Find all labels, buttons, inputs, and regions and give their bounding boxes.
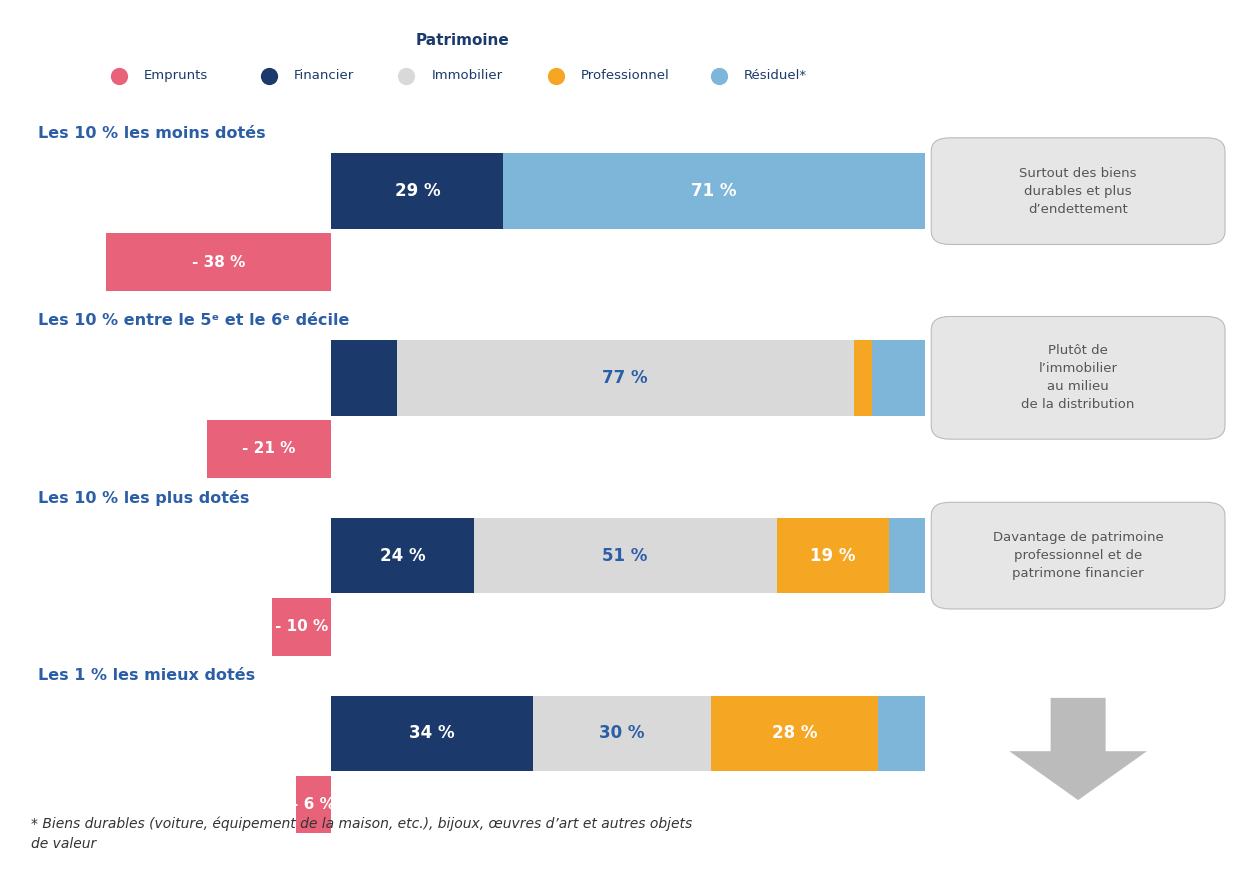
FancyBboxPatch shape xyxy=(474,517,776,594)
Text: Professionnel: Professionnel xyxy=(581,69,670,82)
FancyBboxPatch shape xyxy=(206,420,331,477)
FancyBboxPatch shape xyxy=(931,502,1225,609)
Text: Davantage de patrimoine
professionnel et de
patrimone financier: Davantage de patrimoine professionnel et… xyxy=(992,531,1164,581)
Text: 34 %: 34 % xyxy=(410,725,455,742)
Text: Les 10 % les moins dotés: Les 10 % les moins dotés xyxy=(38,126,265,140)
Text: Plutôt de
l’immobilier
au milieu
de la distribution: Plutôt de l’immobilier au milieu de la d… xyxy=(1021,344,1135,412)
FancyBboxPatch shape xyxy=(776,517,890,594)
FancyBboxPatch shape xyxy=(931,138,1225,244)
FancyBboxPatch shape xyxy=(331,340,396,415)
Point xyxy=(396,68,416,83)
Text: Résiduel*: Résiduel* xyxy=(744,69,808,82)
Text: Immobilier: Immobilier xyxy=(431,69,502,82)
Text: - 6 %: - 6 % xyxy=(292,797,335,812)
Text: Les 10 % entre le 5ᵉ et le 6ᵉ décile: Les 10 % entre le 5ᵉ et le 6ᵉ décile xyxy=(38,313,349,327)
Text: - 10 %: - 10 % xyxy=(275,620,329,634)
FancyBboxPatch shape xyxy=(272,597,331,655)
FancyBboxPatch shape xyxy=(331,153,504,228)
FancyBboxPatch shape xyxy=(331,517,474,594)
FancyBboxPatch shape xyxy=(296,775,331,834)
FancyBboxPatch shape xyxy=(331,695,534,772)
Text: Les 1 % les mieux dotés: Les 1 % les mieux dotés xyxy=(38,669,255,683)
FancyBboxPatch shape xyxy=(504,153,925,228)
Text: 30 %: 30 % xyxy=(600,725,645,742)
Text: 77 %: 77 % xyxy=(602,369,648,387)
Point xyxy=(259,68,279,83)
FancyBboxPatch shape xyxy=(878,695,925,772)
FancyBboxPatch shape xyxy=(871,340,925,415)
FancyBboxPatch shape xyxy=(396,340,854,415)
Text: 28 %: 28 % xyxy=(771,725,818,742)
FancyBboxPatch shape xyxy=(534,695,711,772)
Text: 71 %: 71 % xyxy=(691,182,738,200)
Text: Financier: Financier xyxy=(294,69,354,82)
FancyBboxPatch shape xyxy=(106,233,331,291)
Text: Surtout des biens
durables et plus
d’endettement: Surtout des biens durables et plus d’end… xyxy=(1020,166,1138,216)
Point xyxy=(546,68,566,83)
Text: Patrimoine: Patrimoine xyxy=(415,33,510,47)
Polygon shape xyxy=(1010,698,1148,800)
Text: - 38 %: - 38 % xyxy=(191,255,245,269)
Point xyxy=(709,68,729,83)
Text: 24 %: 24 % xyxy=(380,547,425,565)
FancyBboxPatch shape xyxy=(711,695,877,772)
Point xyxy=(109,68,129,83)
Text: 51 %: 51 % xyxy=(602,547,648,565)
FancyBboxPatch shape xyxy=(854,340,871,415)
Text: Emprunts: Emprunts xyxy=(144,69,208,82)
Text: Les 10 % les plus dotés: Les 10 % les plus dotés xyxy=(38,490,249,506)
Text: * Biens durables (voiture, équipement de la maison, etc.), bijoux, œuvres d’art : * Biens durables (voiture, équipement de… xyxy=(31,816,692,852)
Text: - 21 %: - 21 % xyxy=(242,442,295,456)
FancyBboxPatch shape xyxy=(890,517,925,594)
Text: 29 %: 29 % xyxy=(395,182,440,200)
FancyBboxPatch shape xyxy=(931,316,1225,439)
Text: 19 %: 19 % xyxy=(810,547,856,565)
